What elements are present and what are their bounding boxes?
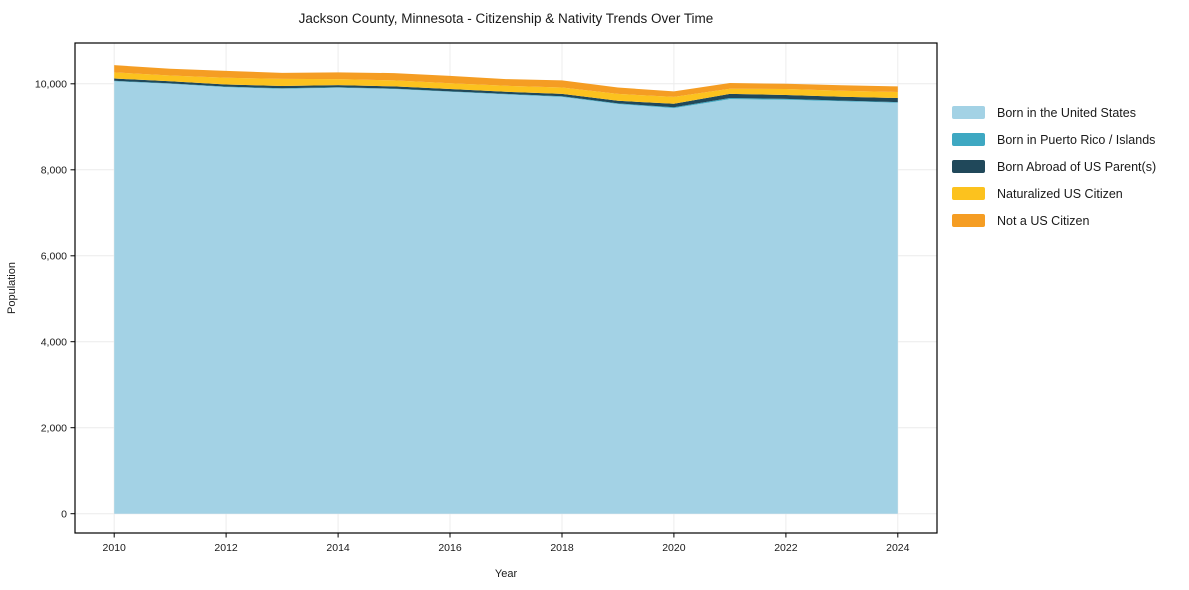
chart-title: Jackson County, Minnesota - Citizenship … xyxy=(299,11,714,26)
legend-swatch xyxy=(952,160,985,173)
legend-item: Born in Puerto Rico / Islands xyxy=(952,126,1156,153)
y-tick-label: 10,000 xyxy=(35,79,67,91)
x-tick-label: 2024 xyxy=(886,542,910,554)
legend-item: Born in the United States xyxy=(952,99,1156,126)
x-tick-label: 2014 xyxy=(326,542,350,554)
legend-label: Born in the United States xyxy=(997,105,1136,120)
y-tick-label: 4,000 xyxy=(41,336,67,348)
x-tick-label: 2016 xyxy=(438,542,462,554)
legend-item: Naturalized US Citizen xyxy=(952,180,1156,207)
plot-frame xyxy=(74,42,938,534)
y-tick-label: 8,000 xyxy=(41,165,67,177)
legend-swatch xyxy=(952,133,985,146)
area-series-naturalized-us-citizen xyxy=(114,72,898,104)
x-tick-label: 2018 xyxy=(550,542,574,554)
legend-swatch xyxy=(952,106,985,119)
area-layer xyxy=(114,65,898,514)
legend-label: Naturalized US Citizen xyxy=(997,186,1123,201)
legend-label: Born in Puerto Rico / Islands xyxy=(997,132,1156,147)
legend-label: Born Abroad of US Parent(s) xyxy=(997,159,1157,174)
area-series-born-in-the-united-states xyxy=(114,81,898,514)
x-tick-label: 2012 xyxy=(214,542,238,554)
x-tick-label: 2020 xyxy=(662,542,686,554)
legend: Born in the United States Born in Puerto … xyxy=(952,99,1156,234)
legend-item: Born Abroad of US Parent(s) xyxy=(952,153,1156,180)
x-tick-label: 2022 xyxy=(774,542,798,554)
legend-label: Not a US Citizen xyxy=(997,213,1090,228)
legend-item: Not a US Citizen xyxy=(952,207,1156,234)
legend-swatch xyxy=(952,187,985,200)
x-tick-label: 2010 xyxy=(103,542,127,554)
axis-layer: 2010 2012 2014 2016 2018 2020 2022 2024 0 2,000 4,… xyxy=(35,42,938,554)
y-axis-label: Population xyxy=(6,262,18,314)
y-tick-label: 6,000 xyxy=(41,251,67,263)
area-series-born-abroad-of-us-parent-s- xyxy=(114,78,898,108)
area-series-not-a-us-citizen xyxy=(114,65,898,97)
x-axis-label: Year xyxy=(495,568,518,580)
legend-swatch xyxy=(952,214,985,227)
y-tick-label: 2,000 xyxy=(41,422,67,434)
y-tick-label: 0 xyxy=(61,508,67,520)
